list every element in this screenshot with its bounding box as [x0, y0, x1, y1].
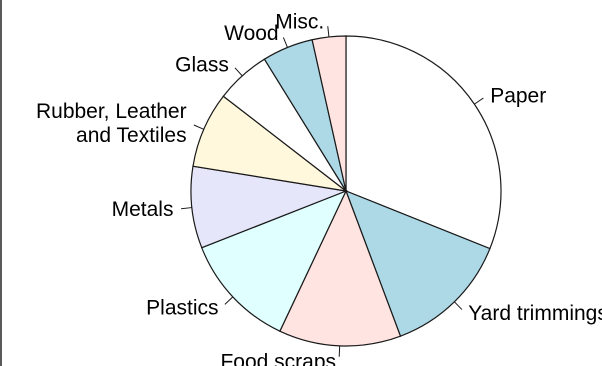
pie-slice-paper [345, 35, 502, 250]
label-tick-metals [181, 207, 192, 210]
label-tick-rubber-leather-and-textiles [193, 124, 204, 130]
slice-label-misc: Misc. [275, 11, 324, 34]
label-tick-paper [474, 97, 484, 105]
slice-label-plastics: Plastics [146, 297, 218, 320]
pie-slice-misc [311, 35, 347, 192]
slice-label-glass: Glass [175, 53, 229, 76]
slice-label-rubber-leather-and-textiles: Rubber, Leather and Textiles [36, 100, 187, 147]
pie-slice-yard-trimmings [344, 189, 491, 337]
label-tick-yard-trimmings [454, 301, 463, 310]
slice-label-paper: Paper [490, 84, 546, 107]
label-tick-wood [282, 37, 288, 48]
slice-label-yard-trimmings: Yard trimmings [468, 302, 602, 325]
slice-label-wood: Wood [224, 22, 278, 45]
slice-label-food-scraps: Food scraps [220, 350, 336, 366]
label-tick-glass [234, 67, 243, 77]
slice-label-metals: Metals [112, 198, 174, 221]
label-tick-misc [327, 26, 330, 37]
label-tick-plastics [224, 296, 234, 305]
